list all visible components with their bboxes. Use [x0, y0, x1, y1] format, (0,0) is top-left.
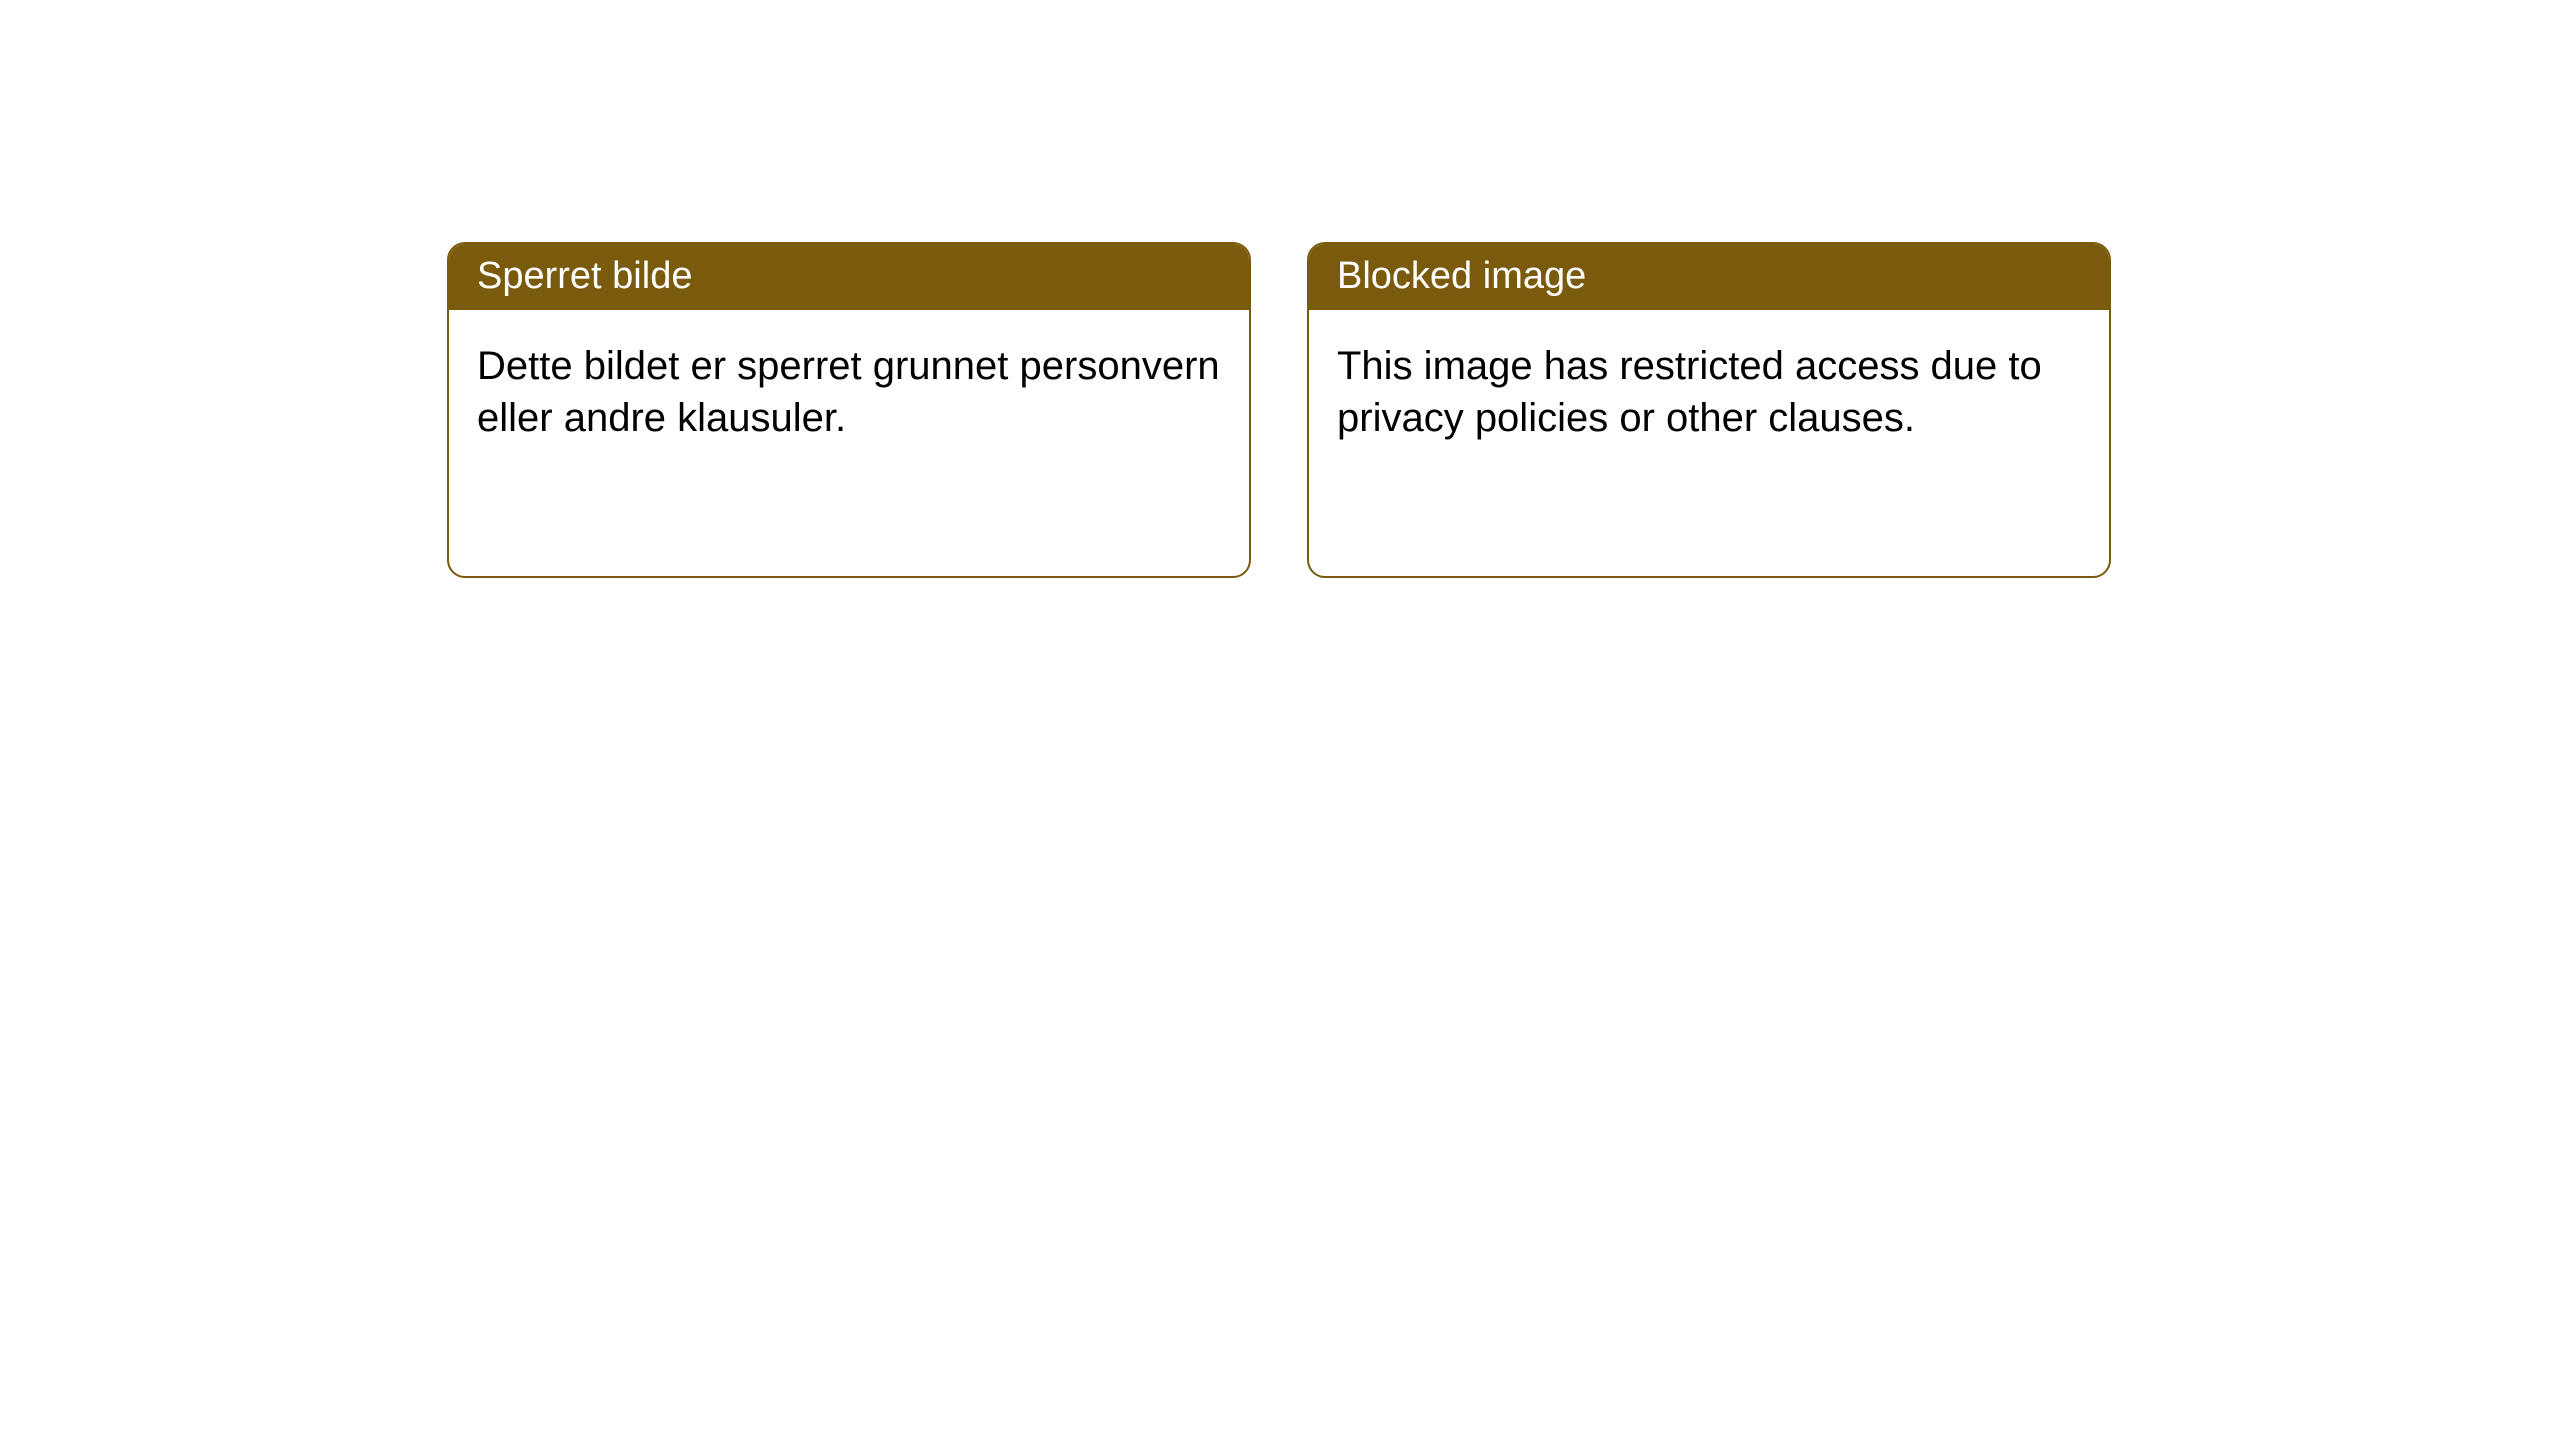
notice-cards-container: Sperret bilde Dette bildet er sperret gr…: [447, 242, 2111, 578]
notice-card-body: This image has restricted access due to …: [1309, 310, 2109, 474]
notice-card-body: Dette bildet er sperret grunnet personve…: [449, 310, 1249, 474]
notice-card-english: Blocked image This image has restricted …: [1307, 242, 2111, 578]
notice-card-title: Blocked image: [1309, 244, 2109, 310]
notice-card-norwegian: Sperret bilde Dette bildet er sperret gr…: [447, 242, 1251, 578]
notice-card-title: Sperret bilde: [449, 244, 1249, 310]
